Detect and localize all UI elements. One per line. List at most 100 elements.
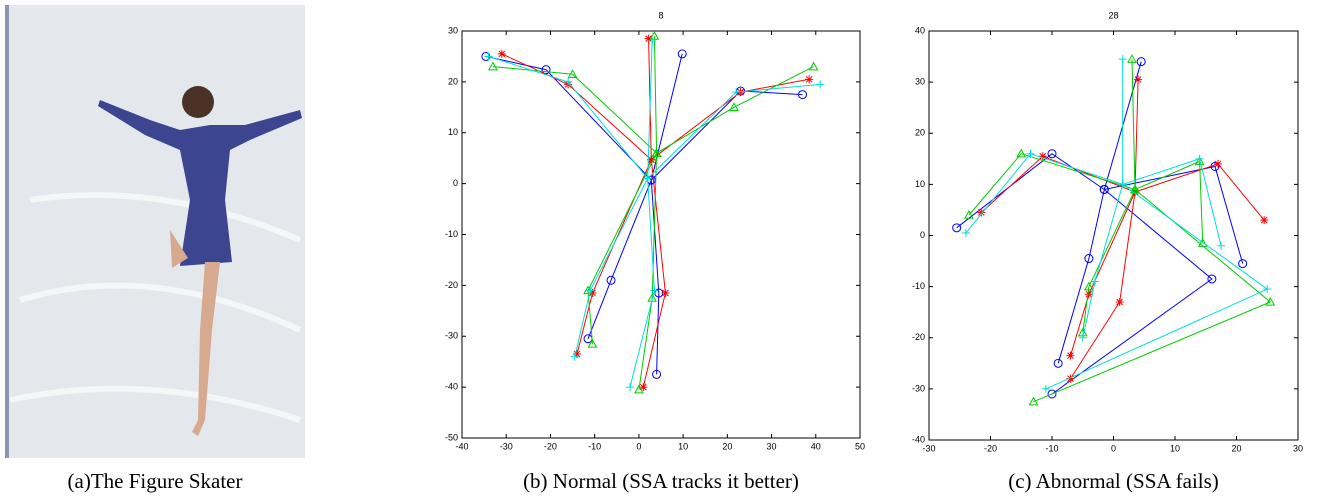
marker [798,90,808,100]
marker [1115,297,1124,306]
marker [1016,148,1027,158]
marker [952,223,962,233]
y-tick-label: 40 [915,25,925,35]
marker [567,69,578,78]
marker [643,174,652,183]
marker [588,289,597,298]
x-tick-label: -40 [455,441,468,451]
marker [488,61,498,71]
marker [1214,159,1223,168]
marker [1136,57,1146,67]
y-tick-label: -30 [445,331,458,341]
y-tick-label: -20 [445,280,458,290]
x-tick-label: 10 [1170,443,1180,453]
marker [1041,384,1050,393]
y-tick-label: -30 [912,383,925,393]
marker [1026,149,1035,158]
marker [964,210,974,219]
y-tick-label: 0 [920,230,925,240]
y-tick-label: -10 [912,281,925,291]
marker [677,49,687,59]
marker [1260,216,1269,225]
marker [1084,254,1094,264]
marker [977,208,986,217]
marker [1130,184,1140,194]
chart-title: 28 [1108,10,1118,20]
y-tick-label: -50 [445,432,458,442]
marker [1127,54,1137,63]
marker [651,148,662,157]
marker [1028,396,1039,406]
skater-photo [5,5,305,458]
marker [1131,188,1140,197]
x-tick-label: 30 [767,441,777,451]
y-tick-label: 20 [448,76,458,86]
marker [606,275,616,285]
marker [808,61,819,71]
marker [1195,154,1204,163]
marker [626,383,635,392]
x-tick-label: 10 [678,441,688,451]
marker [1238,259,1248,269]
marker [1217,241,1226,250]
x-tick-label: -20 [544,441,557,451]
x-tick-label: -10 [1045,443,1058,453]
marker [1194,156,1205,166]
x-tick-label: 50 [855,441,865,451]
marker [644,34,653,43]
y-tick-label: -40 [445,382,458,392]
marker [1118,55,1127,64]
y-tick-label: 30 [448,25,458,35]
marker [1197,238,1208,247]
y-tick-label: -10 [445,229,458,239]
y-tick-label: -20 [912,332,925,342]
marker [639,383,648,392]
marker [1047,149,1057,159]
marker [1084,290,1093,299]
caption: (a)The Figure Skater [68,469,243,493]
skeleton-line [968,59,1272,403]
marker [652,369,662,379]
chart-title: 8 [658,10,663,20]
marker [541,65,551,75]
marker [1118,180,1127,189]
plot-frame [461,30,861,439]
y-tick-label: 20 [915,128,925,138]
x-tick-label: -20 [984,443,997,453]
y-tick-label: 10 [448,127,458,137]
marker [649,31,660,40]
marker [961,228,970,237]
marker [1265,296,1276,306]
caption: (b) Normal (SSA tracks it better) [523,469,799,493]
skeleton-line [492,36,814,390]
marker [497,49,506,58]
marker [1047,389,1057,399]
marker [729,102,739,112]
marker [587,338,598,348]
x-tick-label: 40 [811,441,821,451]
marker [1066,351,1075,360]
marker [634,384,644,394]
y-tick-label: 10 [915,179,925,189]
x-tick-label: 20 [1231,443,1241,453]
marker [732,88,741,97]
marker [1038,152,1047,161]
marker [650,286,659,295]
marker [647,155,656,164]
marker [484,52,493,61]
x-tick-label: 0 [636,441,641,451]
x-tick-label: 30 [1293,443,1303,453]
y-tick-label: -40 [912,434,925,444]
marker [648,37,657,46]
marker [1066,374,1075,383]
y-tick-label: 0 [453,178,458,188]
marker [586,286,595,295]
marker [1263,285,1272,294]
x-tick-label: 0 [1111,443,1116,453]
marker [1099,184,1109,194]
marker [1134,75,1143,84]
marker [1084,281,1094,291]
marker [572,350,581,359]
caption: (c) Abnormal (SSA fails) [1008,469,1219,493]
